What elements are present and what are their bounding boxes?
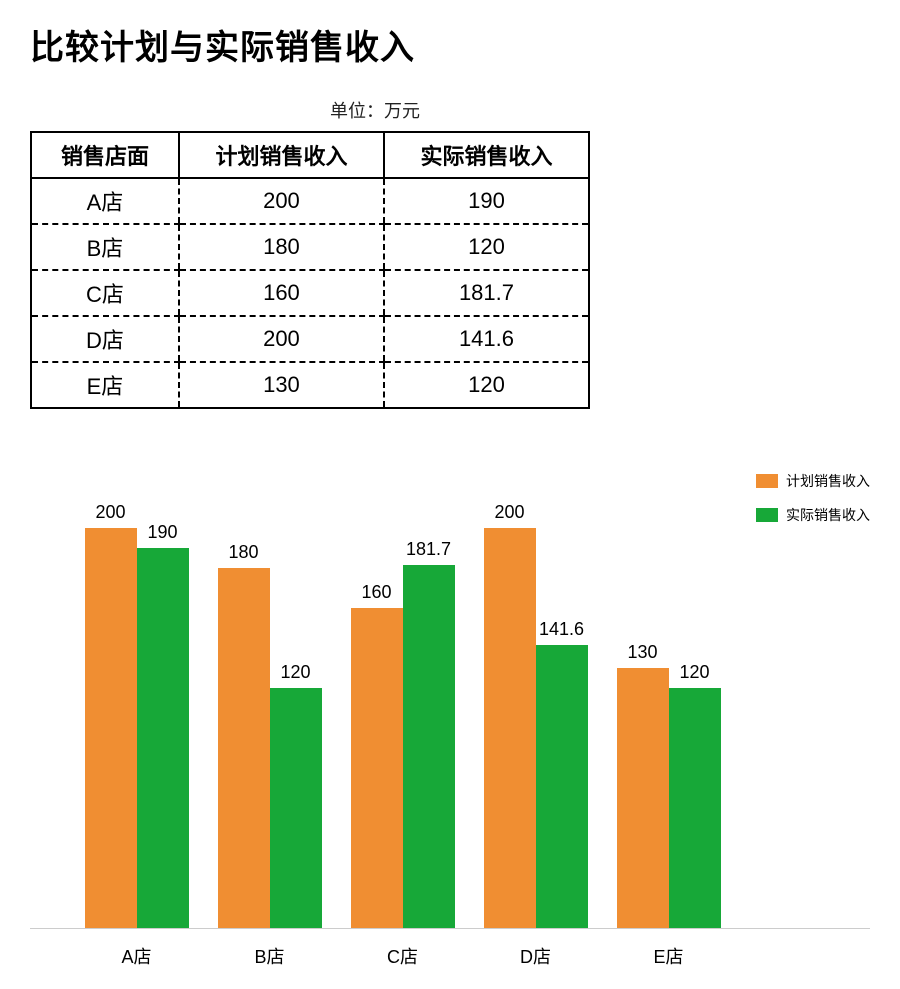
page-title: 比较计划与实际销售收入 <box>30 20 870 69</box>
chart-bar: 120 <box>270 688 322 928</box>
bar-group: 200190 <box>70 528 203 928</box>
table-row: D店200141.6 <box>31 316 589 362</box>
table-cell: B店 <box>31 224 179 270</box>
chart-bar: 130 <box>617 668 669 928</box>
table-row: E店130120 <box>31 362 589 408</box>
bar-group: 200141.6 <box>469 528 602 928</box>
bar-group: 160181.7 <box>336 565 469 928</box>
bar-value-label: 120 <box>679 662 709 683</box>
legend-item: 计划销售收入 <box>756 471 870 491</box>
chart-bar: 160 <box>351 608 403 928</box>
bar-value-label: 160 <box>361 582 391 603</box>
table-cell: E店 <box>31 362 179 408</box>
bar-chart: 计划销售收入实际销售收入 200190180120160181.7200141.… <box>30 499 870 969</box>
table-cell: 200 <box>179 316 384 362</box>
table-cell: A店 <box>31 178 179 224</box>
table-header: 销售店面 <box>31 132 179 178</box>
bar-group: 180120 <box>203 568 336 928</box>
x-axis-label: E店 <box>602 943 735 969</box>
bar-value-label: 190 <box>147 522 177 543</box>
data-table: 销售店面 计划销售收入 实际销售收入 A店200190B店180120C店160… <box>30 131 590 409</box>
table-row: C店160181.7 <box>31 270 589 316</box>
x-axis-label: A店 <box>70 943 203 969</box>
x-axis-label: B店 <box>203 943 336 969</box>
table-cell: 120 <box>384 224 589 270</box>
table-row: A店200190 <box>31 178 589 224</box>
legend-label: 计划销售收入 <box>786 471 870 491</box>
chart-bar: 181.7 <box>403 565 455 928</box>
table-cell: 190 <box>384 178 589 224</box>
table-cell: C店 <box>31 270 179 316</box>
table-row: B店180120 <box>31 224 589 270</box>
table-cell: 141.6 <box>384 316 589 362</box>
bar-value-label: 120 <box>280 662 310 683</box>
chart-bar: 200 <box>484 528 536 928</box>
table-cell: 120 <box>384 362 589 408</box>
chart-bar: 200 <box>85 528 137 928</box>
bar-value-label: 130 <box>627 642 657 663</box>
bar-value-label: 200 <box>494 502 524 523</box>
chart-bar: 120 <box>669 688 721 928</box>
bar-group: 130120 <box>602 668 735 928</box>
unit-label: 单位：万元 <box>330 97 870 123</box>
chart-bar: 180 <box>218 568 270 928</box>
table-header: 计划销售收入 <box>179 132 384 178</box>
table-cell: 181.7 <box>384 270 589 316</box>
table-cell: D店 <box>31 316 179 362</box>
table-cell: 200 <box>179 178 384 224</box>
x-axis-label: C店 <box>336 943 469 969</box>
chart-bar: 141.6 <box>536 645 588 928</box>
bar-value-label: 141.6 <box>539 619 584 640</box>
table-cell: 130 <box>179 362 384 408</box>
bar-value-label: 180 <box>228 542 258 563</box>
table-header: 实际销售收入 <box>384 132 589 178</box>
table-cell: 160 <box>179 270 384 316</box>
x-axis-label: D店 <box>469 943 602 969</box>
table-cell: 180 <box>179 224 384 270</box>
chart-bar: 190 <box>137 548 189 928</box>
legend-swatch <box>756 474 778 488</box>
bar-value-label: 200 <box>95 502 125 523</box>
bar-value-label: 181.7 <box>406 539 451 560</box>
